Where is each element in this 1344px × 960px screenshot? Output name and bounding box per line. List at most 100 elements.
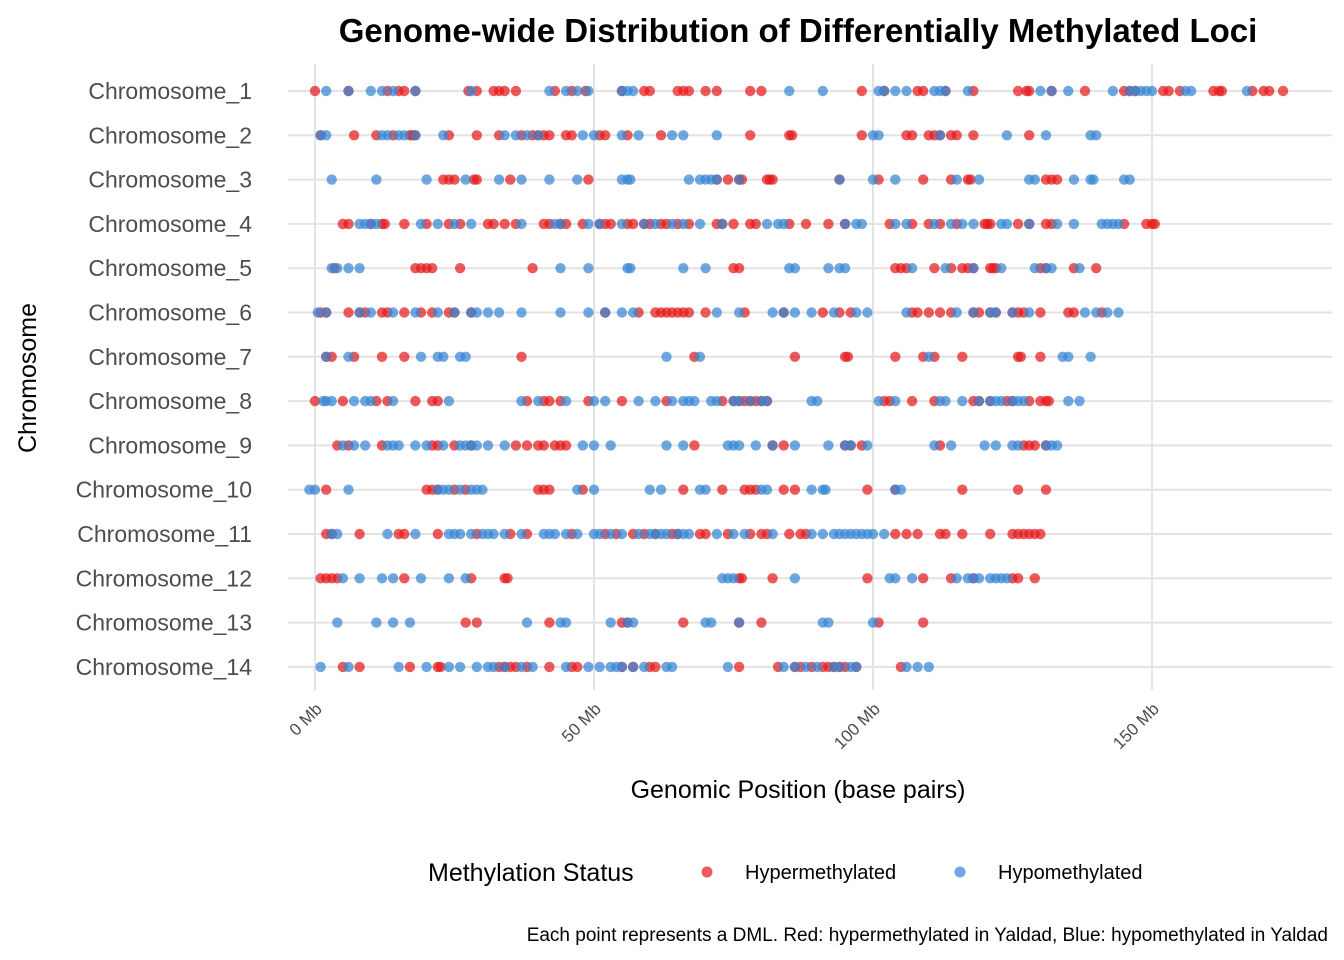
y-tick-label: Chromosome_8	[88, 388, 252, 414]
data-point	[890, 218, 901, 230]
data-point	[1091, 307, 1102, 318]
y-axis-label: Chromosome	[14, 303, 42, 453]
data-point	[421, 174, 432, 185]
data-point	[862, 573, 873, 584]
data-point	[354, 528, 365, 540]
data-point	[371, 218, 382, 230]
data-point	[901, 528, 912, 540]
data-point	[906, 395, 918, 407]
data-point	[745, 85, 756, 97]
data-point	[934, 130, 946, 141]
data-point	[851, 661, 862, 673]
data-point	[856, 130, 867, 141]
data-point	[951, 130, 962, 141]
data-point	[1102, 307, 1113, 318]
data-point	[678, 440, 689, 451]
data-point	[555, 218, 566, 230]
data-point	[616, 130, 628, 141]
legend-marker	[701, 866, 713, 878]
data-point	[733, 617, 745, 628]
data-point	[778, 440, 789, 451]
data-point	[767, 528, 778, 540]
data-point	[678, 617, 689, 628]
data-point	[627, 85, 639, 97]
data-point	[625, 263, 636, 274]
data-point	[399, 218, 410, 230]
data-point	[544, 85, 555, 97]
data-point	[745, 395, 756, 407]
data-point	[432, 395, 443, 407]
data-point	[973, 174, 985, 185]
data-point	[1088, 174, 1099, 185]
data-point	[387, 307, 399, 318]
data-point	[560, 661, 572, 673]
data-point	[560, 395, 572, 407]
data-point	[990, 440, 1001, 451]
data-point	[376, 573, 388, 584]
data-point	[415, 573, 427, 584]
data-point	[661, 351, 672, 362]
data-point	[1146, 85, 1158, 97]
data-point	[678, 218, 689, 230]
data-point	[1185, 85, 1197, 97]
data-point	[343, 484, 354, 495]
data-point	[471, 617, 482, 628]
data-points	[304, 85, 1289, 673]
data-point	[945, 218, 957, 230]
data-point	[733, 440, 745, 451]
data-point	[828, 307, 840, 318]
data-point	[583, 263, 594, 274]
data-point	[655, 130, 667, 141]
data-point	[421, 661, 432, 673]
data-point	[879, 85, 890, 97]
data-point	[683, 528, 695, 540]
data-point	[717, 484, 728, 495]
data-point	[1091, 263, 1102, 274]
data-point	[951, 573, 962, 584]
data-point	[951, 307, 962, 318]
data-point	[1068, 174, 1080, 185]
y-tick-label: Chromosome_3	[88, 167, 252, 193]
data-point	[321, 130, 332, 141]
data-point	[516, 174, 527, 185]
data-point	[962, 85, 974, 97]
data-point	[700, 484, 711, 495]
data-point	[343, 218, 354, 230]
data-point	[421, 440, 432, 451]
data-point	[1043, 395, 1055, 407]
data-point	[488, 661, 499, 673]
data-point	[516, 661, 527, 673]
data-point	[733, 174, 745, 185]
data-point	[443, 661, 455, 673]
data-point	[443, 484, 455, 495]
data-point	[1040, 130, 1052, 141]
data-point	[856, 85, 867, 97]
data-point	[1018, 395, 1029, 407]
data-point	[856, 218, 867, 230]
data-point	[510, 85, 522, 97]
data-point	[516, 528, 527, 540]
data-point	[415, 218, 427, 230]
data-point	[761, 218, 773, 230]
data-point	[823, 440, 834, 451]
data-point	[655, 484, 667, 495]
data-point	[1029, 263, 1041, 274]
data-point	[901, 307, 912, 318]
data-point	[996, 395, 1007, 407]
data-point	[901, 85, 912, 97]
data-point	[873, 130, 884, 141]
data-point	[1012, 218, 1024, 230]
data-point	[616, 528, 628, 540]
data-point	[1001, 218, 1013, 230]
data-point	[549, 528, 561, 540]
data-point	[750, 440, 761, 451]
data-point	[694, 218, 706, 230]
data-point	[1046, 85, 1057, 97]
data-point	[1046, 263, 1057, 274]
data-point	[767, 174, 778, 185]
data-point	[625, 174, 636, 185]
data-point	[1074, 263, 1085, 274]
data-point	[806, 528, 817, 540]
data-point	[1079, 85, 1091, 97]
data-point	[410, 440, 421, 451]
